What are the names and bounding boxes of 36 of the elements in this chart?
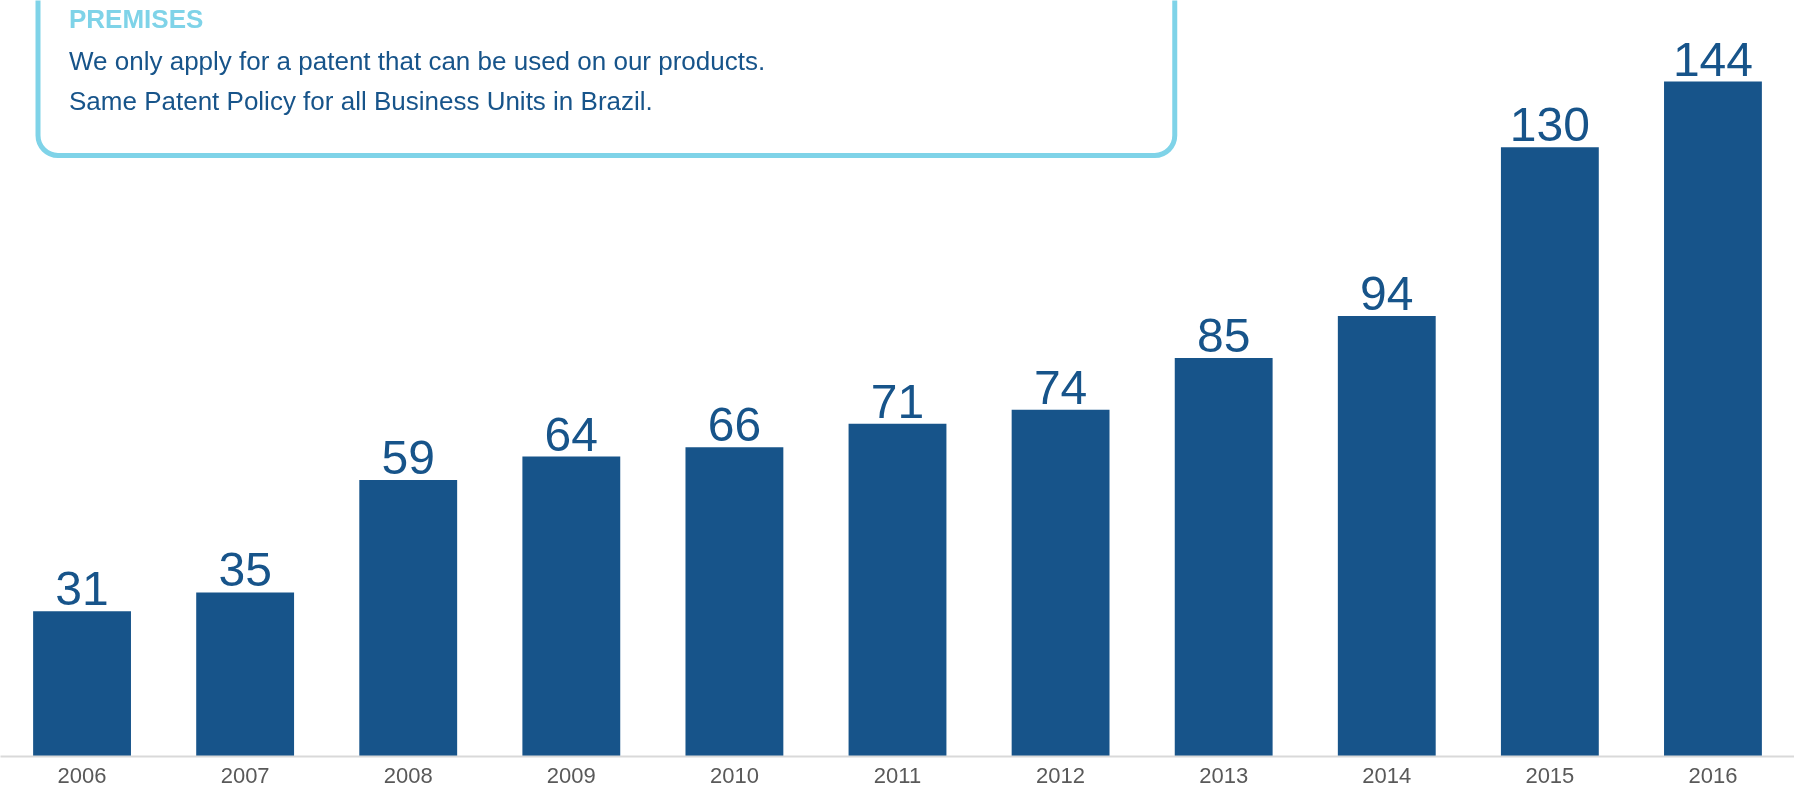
bar [1011, 409, 1110, 757]
data-label: 130 [1509, 98, 1590, 152]
x-tick-label: 2016 [1688, 762, 1738, 788]
x-tick-label: 2014 [1362, 762, 1412, 788]
bar [522, 456, 621, 757]
x-tick-label: 2015 [1525, 762, 1575, 788]
x-tick-label: 2010 [709, 762, 759, 788]
data-label: 59 [381, 430, 435, 484]
bar [1337, 315, 1436, 757]
bar [33, 611, 131, 757]
data-label: 74 [1033, 360, 1088, 414]
data-label: 144 [1672, 32, 1754, 86]
bar [1664, 81, 1762, 757]
bar [196, 592, 295, 757]
data-label: 94 [1360, 266, 1414, 320]
x-tick-label: 2013 [1199, 762, 1249, 788]
x-tick-label: 2011 [873, 762, 922, 788]
annotation: Same Patent Policy for all Business Units in Brazil. [69, 85, 653, 116]
bar [848, 423, 947, 757]
bar [1500, 147, 1599, 757]
x-tick-label: 2009 [546, 762, 596, 788]
x-tick-label: 2012 [1036, 762, 1086, 788]
data-label: 66 [707, 398, 762, 452]
data-label: 64 [544, 407, 599, 461]
x-tick-label: 2006 [57, 762, 107, 788]
bar [685, 447, 784, 757]
bar [1174, 358, 1273, 757]
data-label: 85 [1196, 309, 1251, 363]
chart-title: PREMISES [69, 4, 204, 35]
x-tick-label: 2007 [220, 762, 270, 788]
x-tick-label: 2008 [383, 762, 433, 788]
text: We only apply for a patent that can be used on our products. [69, 45, 766, 76]
data-label: 31 [55, 562, 109, 616]
bar [359, 479, 458, 757]
data-label: 71 [870, 374, 925, 428]
data-label: 35 [218, 543, 272, 597]
